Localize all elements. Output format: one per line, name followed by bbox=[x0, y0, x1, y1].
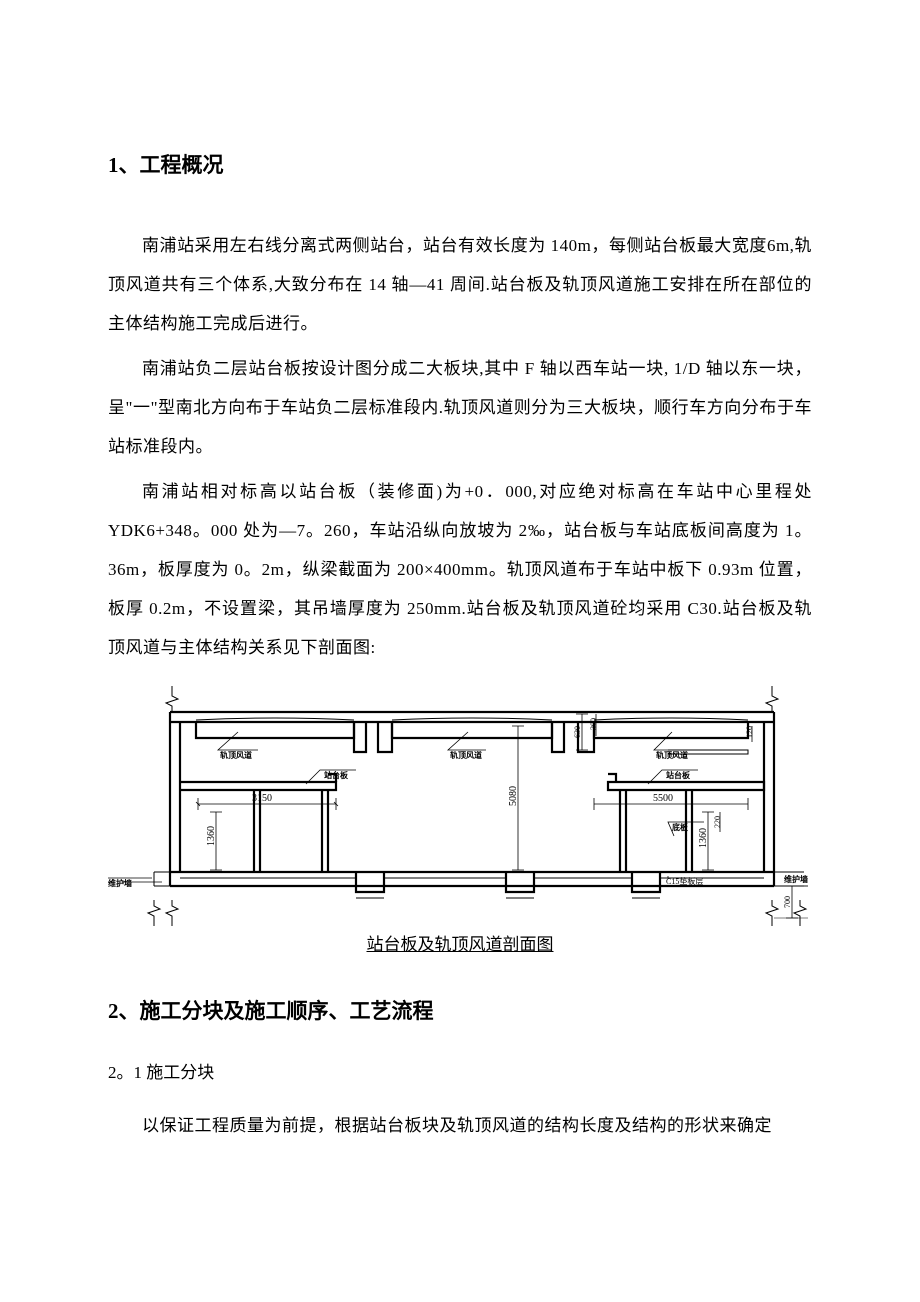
dim-300: 300 bbox=[589, 718, 598, 730]
dim-220: 220 bbox=[713, 816, 722, 828]
dim-1360-l: 1360 bbox=[206, 826, 217, 846]
paragraph-4: 以保证工程质量为前提，根据站台板块及轨顶风道的结构长度及结构的形状来确定 bbox=[108, 1106, 812, 1145]
diagram-caption: 站台板及轨顶风道剖面图 bbox=[108, 930, 812, 961]
label-gui-3: 轨顶风道 bbox=[656, 750, 688, 760]
label-diban: 底板 bbox=[671, 822, 689, 832]
label-zhan-1: 站台板 bbox=[324, 770, 349, 780]
label-c15: C15垫板层 bbox=[666, 876, 703, 886]
section-1-heading: 1、工程概况 bbox=[108, 150, 812, 182]
subsection-2-1: 2。1 施工分块 bbox=[108, 1058, 812, 1089]
label-gui-2: 轨顶风道 bbox=[450, 750, 482, 760]
section-2-heading: 2、施工分块及施工顺序、工艺流程 bbox=[108, 996, 812, 1028]
label-whq-left: 维护墙 bbox=[108, 878, 132, 888]
label-gui-1: 轨顶风道 bbox=[220, 750, 252, 760]
section-1-number: 1 bbox=[108, 153, 119, 177]
dim-5080: 5080 bbox=[508, 786, 519, 806]
section-2-title: 、施工分块及施工顺序、工艺流程 bbox=[119, 1000, 434, 1023]
dim-5500: 5500 bbox=[653, 793, 673, 804]
section-diagram: 轨顶风道 轨顶风道 轨顶风道 站台板 站台板 底板 C15垫板层 维护墙 维护墙… bbox=[108, 686, 812, 926]
dim-630: 630 bbox=[573, 726, 582, 738]
paragraph-2: 南浦站负二层站台板按设计图分成二大板块,其中 F 轴以西车站一块, 1/D 轴以… bbox=[108, 349, 812, 466]
paragraph-3: 南浦站相对标高以站台板（装修面)为+0．000,对应绝对标高在车站中心里程处 Y… bbox=[108, 472, 812, 667]
dim-120: 120 bbox=[745, 726, 754, 738]
section-1-title: 、工程概况 bbox=[119, 154, 224, 177]
section-2-number: 2 bbox=[108, 999, 119, 1023]
dim-700: 700 bbox=[783, 896, 792, 908]
dim-1360-r: 1360 bbox=[698, 828, 709, 848]
dim-3150: 3150 bbox=[252, 793, 272, 804]
cross-section-svg: 轨顶风道 轨顶风道 轨顶风道 站台板 站台板 底板 C15垫板层 维护墙 维护墙… bbox=[108, 686, 812, 926]
label-zhan-2: 站台板 bbox=[666, 770, 691, 780]
paragraph-1: 南浦站采用左右线分离式两侧站台，站台有效长度为 140m，每侧站台板最大宽度6m… bbox=[108, 226, 812, 343]
label-whq-right: 维护墙 bbox=[784, 874, 808, 884]
